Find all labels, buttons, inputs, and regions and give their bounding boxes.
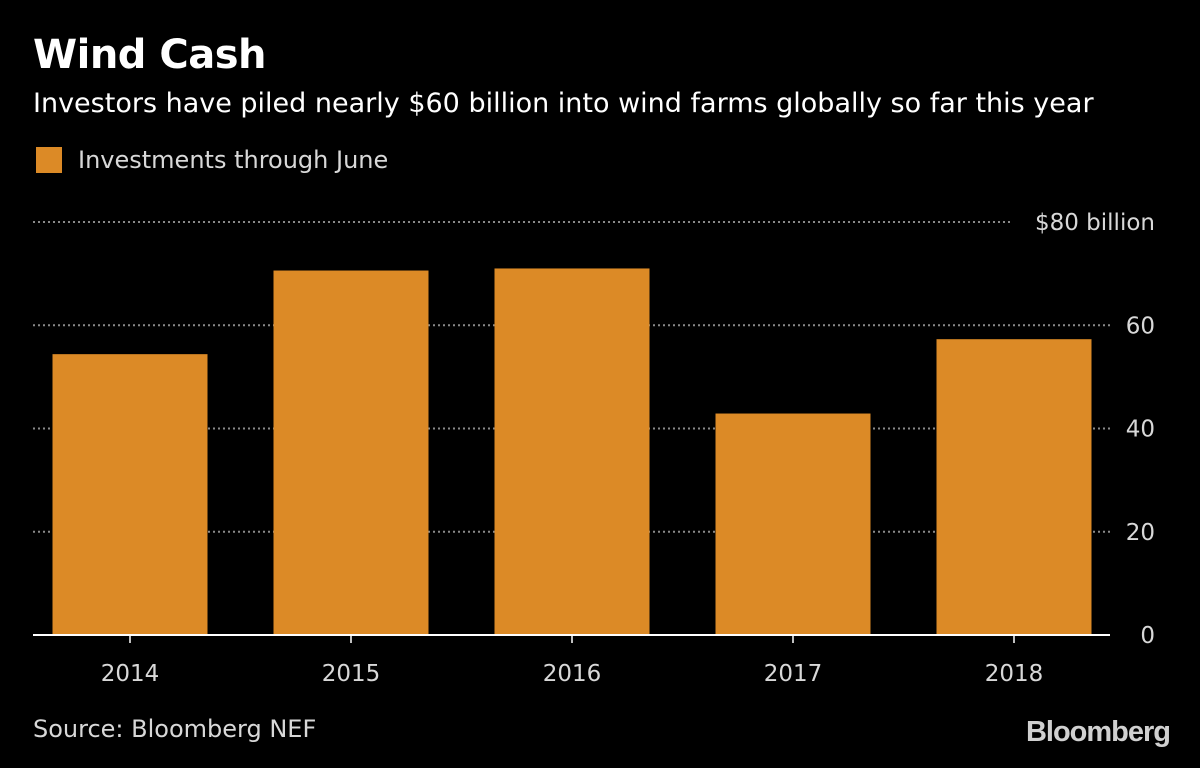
- bloomberg-logo: Bloomberg: [1025, 716, 1171, 748]
- y-tick-label: 40: [1126, 417, 1155, 443]
- bar-2014: [52, 354, 208, 635]
- source-note: Source: Bloomberg NEF: [33, 715, 317, 743]
- x-tick-label: 2015: [322, 661, 381, 687]
- bar-2015: [273, 270, 429, 635]
- y-tick-label: 60: [1126, 313, 1155, 339]
- y-tick-label: 0: [1140, 623, 1155, 649]
- legend: Investments through June: [36, 146, 388, 174]
- legend-swatch: [36, 147, 62, 173]
- y-tick-label: $80 billion: [1035, 210, 1155, 236]
- x-tick-label: 2014: [101, 661, 160, 687]
- x-tick-label: 2017: [764, 661, 823, 687]
- x-tick-label: 2016: [543, 661, 602, 687]
- bar-2017: [715, 413, 871, 635]
- bar-2018: [936, 339, 1092, 635]
- y-tick-label: 20: [1126, 520, 1155, 546]
- chart-subtitle: Investors have piled nearly $60 billion …: [33, 88, 1094, 119]
- legend-label: Investments through June: [78, 146, 389, 174]
- x-tick-label: 2018: [985, 661, 1044, 687]
- bar-2016: [494, 268, 650, 635]
- chart-title: Wind Cash: [33, 32, 267, 78]
